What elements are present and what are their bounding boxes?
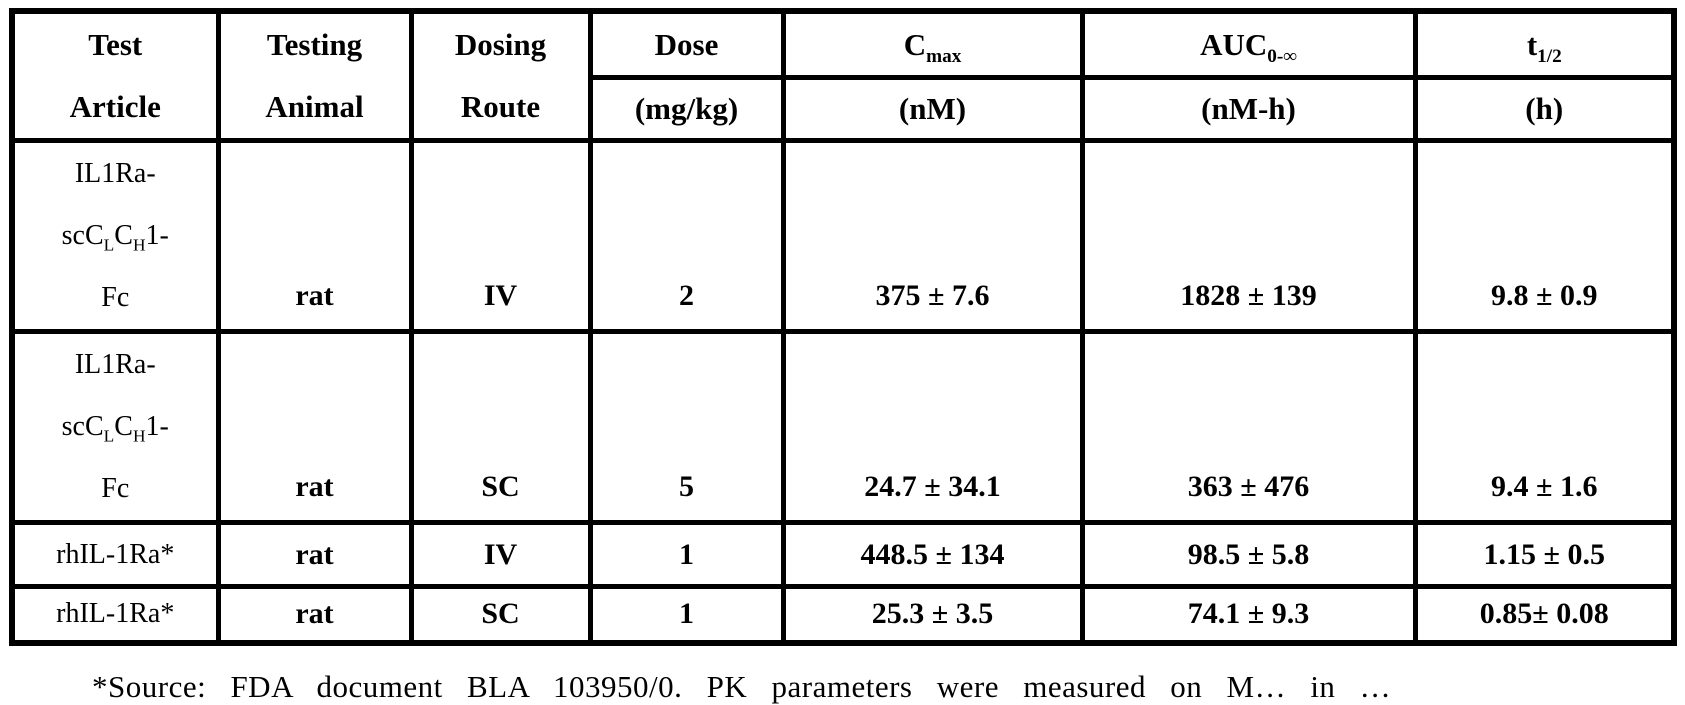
header-auc: AUC0-∞ (1079, 8, 1418, 81)
cmax-cell: 375 ± 7.6 (780, 138, 1085, 334)
thalf-subscript: 1/2 (1537, 45, 1562, 67)
header-dosing-route-line1: Dosing (454, 27, 547, 62)
header-row-1: Test Article Testing Animal Dosing Route… (9, 8, 1677, 143)
dose-cell: 1 (587, 520, 786, 589)
testing-animal-cell: rat (215, 584, 414, 645)
header-testing-animal-line1: Testing (266, 27, 363, 62)
header-auc-unit: (nM-h) (1079, 75, 1418, 143)
header-dosing-route: Dosing Route (408, 8, 593, 143)
header-test-article-line1: Test (88, 27, 143, 62)
test-article-cell: IL1Ra- scCLCH1- Fc (9, 329, 221, 525)
header-cmax-unit: (nM) (780, 75, 1085, 143)
dosing-route-cell: IV (408, 138, 593, 334)
header-thalf-unit: (h) (1412, 75, 1677, 143)
dose-cell: 2 (587, 138, 786, 334)
auc-cell: 1828 ± 139 (1079, 138, 1418, 334)
testing-animal-cell: rat (215, 138, 414, 334)
source-footnote: *Source: FDA document BLA 103950/0. PK p… (92, 669, 1392, 704)
header-dose-unit: (mg/kg) (587, 75, 786, 143)
header-testing-animal: Testing Animal (215, 8, 414, 143)
cmax-cell: 25.3 ± 3.5 (780, 584, 1085, 645)
dosing-route-cell: SC (408, 329, 593, 525)
header-cmax: Cmax (780, 8, 1085, 81)
dose-cell: 5 (587, 329, 786, 525)
dose-cell: 1 (587, 584, 786, 645)
table-row: rhIL-1Ra* rat SC 1 25.3 ± 3.5 74.1 ± 9.3… (9, 584, 1677, 645)
header-dosing-route-line2: Route (460, 89, 541, 124)
auc-cell: 363 ± 476 (1079, 329, 1418, 525)
dosing-route-cell: IV (408, 520, 593, 589)
table-row: IL1Ra- scCLCH1- Fc rat IV 2 375 ± 7.6 18… (9, 138, 1677, 334)
auc-cell: 74.1 ± 9.3 (1079, 584, 1418, 645)
header-testing-animal-line2: Animal (265, 89, 364, 124)
test-article-cell: IL1Ra- scCLCH1- Fc (9, 138, 221, 334)
auc-cell: 98.5 ± 5.8 (1079, 520, 1418, 589)
pk-parameters-table: Test Article Testing Animal Dosing Route… (9, 8, 1677, 646)
cmax-subscript: max (926, 45, 962, 67)
header-test-article: Test Article (9, 8, 221, 143)
thalf-cell: 1.15 ± 0.5 (1412, 520, 1677, 589)
header-row-2: (mg/kg) (nM) (nM-h) (h) (12, 75, 1677, 143)
thalf-cell: 9.4 ± 1.6 (1412, 329, 1677, 525)
cmax-cell: 24.7 ± 34.1 (780, 329, 1085, 525)
test-article-cell: rhIL-1Ra* (9, 520, 221, 589)
header-test-article-line2: Article (69, 89, 161, 124)
table-row: IL1Ra- scCLCH1- Fc rat SC 5 24.7 ± 34.1 … (9, 329, 1677, 525)
header-dose: Dose (587, 8, 786, 81)
dosing-route-cell: SC (408, 584, 593, 645)
testing-animal-cell: rat (215, 329, 414, 525)
header-thalf: t1/2 (1412, 8, 1677, 81)
testing-animal-cell: rat (215, 520, 414, 589)
auc-subscript: 0-∞ (1267, 45, 1297, 67)
thalf-cell: 0.85± 0.08 (1412, 584, 1677, 645)
test-article-cell: rhIL-1Ra* (9, 584, 221, 645)
cmax-cell: 448.5 ± 134 (780, 520, 1085, 589)
thalf-cell: 9.8 ± 0.9 (1412, 138, 1677, 334)
table-row: rhIL-1Ra* rat IV 1 448.5 ± 134 98.5 ± 5.… (9, 520, 1677, 589)
